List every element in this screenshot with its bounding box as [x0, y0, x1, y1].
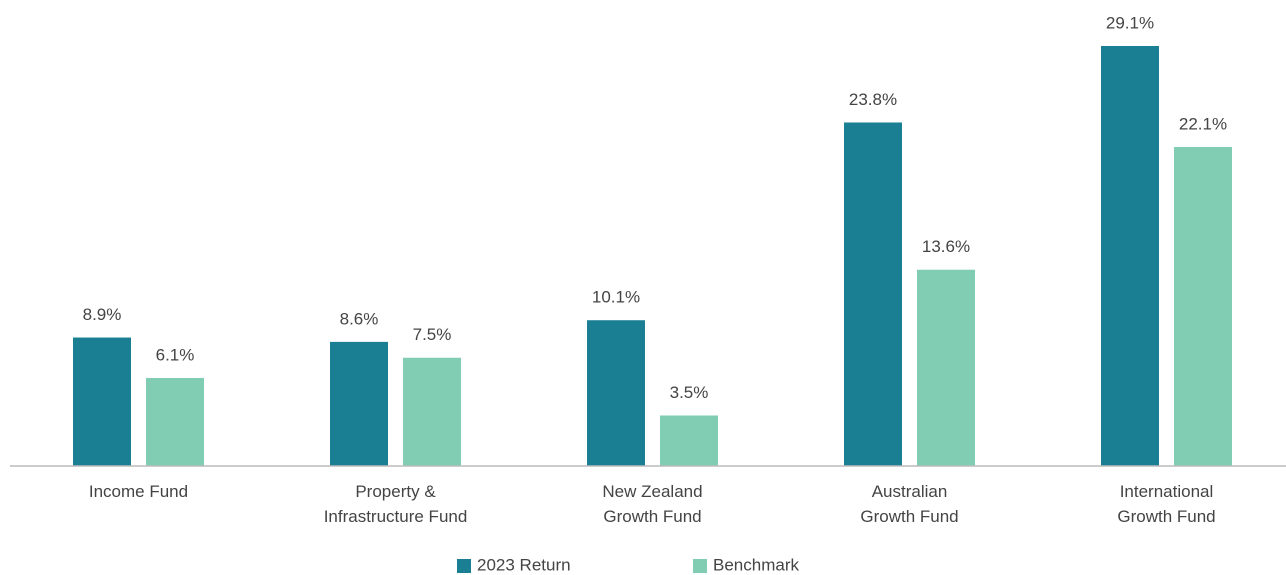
value-label: 23.8% — [849, 90, 897, 109]
legend-swatch — [457, 559, 471, 573]
bar — [844, 122, 902, 466]
x-tick-label: Property & Infrastructure Fund — [324, 482, 468, 526]
bar — [403, 357, 461, 466]
x-tick-label-line: Growth Fund — [603, 507, 701, 526]
value-label: 29.1% — [1106, 13, 1154, 32]
bar — [73, 337, 131, 466]
x-tick-label-line: Growth Fund — [1117, 507, 1215, 526]
value-label: 22.1% — [1179, 115, 1227, 134]
bar — [1101, 45, 1159, 467]
bar — [146, 377, 204, 466]
x-tick-label: International Growth Fund — [1117, 482, 1215, 526]
legend-label: 2023 Return — [477, 555, 571, 574]
bar — [1174, 147, 1232, 467]
bar — [587, 320, 645, 466]
legend-swatch — [693, 559, 707, 573]
value-label: 6.1% — [156, 345, 195, 364]
value-label: 8.9% — [83, 305, 122, 324]
legend-label: Benchmark — [713, 555, 799, 574]
value-label: 3.5% — [670, 383, 709, 402]
value-label: 13.6% — [922, 237, 970, 256]
x-tick-label-line: Growth Fund — [860, 507, 958, 526]
x-tick-label-line: Infrastructure Fund — [324, 507, 468, 526]
value-label: 10.1% — [592, 288, 640, 307]
bar — [330, 341, 388, 466]
x-tick-label: Income Fund — [89, 482, 188, 501]
x-tick-label-line: New Zealand — [602, 482, 702, 501]
value-label: 8.6% — [340, 309, 379, 328]
bar — [660, 415, 718, 466]
bar — [917, 269, 975, 466]
x-tick-label-line: International — [1120, 482, 1214, 501]
x-tick-label: New Zealand Growth Fund — [602, 482, 702, 526]
value-label: 7.5% — [413, 325, 452, 344]
x-tick-label: Australian Growth Fund — [860, 482, 958, 526]
x-tick-label-line: Australian — [872, 482, 948, 501]
x-tick-label-line: Income Fund — [89, 482, 188, 501]
x-tick-label-line: Property & — [355, 482, 436, 501]
